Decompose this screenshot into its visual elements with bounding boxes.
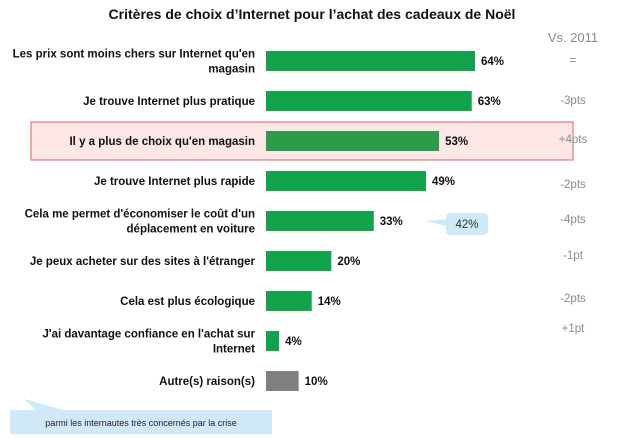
comparison-value: -2pts <box>560 293 586 305</box>
value-label: 4% <box>285 336 302 348</box>
value-label: 53% <box>445 136 468 148</box>
value-label: 20% <box>337 256 360 268</box>
comparison-value: = <box>570 55 577 67</box>
legend-text: parmi les internautes très concernés par… <box>45 418 237 428</box>
value-label: 14% <box>318 296 341 308</box>
callout-value: 42% <box>455 219 478 231</box>
value-label: 33% <box>380 216 403 228</box>
legend-note: parmi les internautes très concernés par… <box>10 399 272 434</box>
bar <box>266 131 440 151</box>
category-label: Les prix sont moins chers sur Internet q… <box>13 49 255 61</box>
category-label: déplacement en voiture <box>127 224 255 236</box>
category-label: Je trouve Internet plus rapide <box>94 176 255 188</box>
category-label: Autre(s) raison(s) <box>159 376 255 388</box>
comparison-value: +4pts <box>559 134 588 146</box>
callout-bubble <box>446 213 488 235</box>
comparison-header: Vs. 2011 <box>548 30 598 45</box>
category-label: magasin <box>208 64 255 76</box>
comparison-value: +1pt <box>562 323 586 335</box>
bar <box>266 51 475 71</box>
value-label: 64% <box>481 56 504 68</box>
bar <box>266 211 374 231</box>
value-label: 49% <box>432 176 455 188</box>
chart-title: Critères de choix d’Internet pour l’acha… <box>109 6 516 22</box>
bar <box>266 171 427 191</box>
value-label: 10% <box>305 376 328 388</box>
category-label: Cela me permet d'économiser le coût d'un <box>25 209 255 221</box>
bar <box>266 251 332 271</box>
category-label: Je trouve Internet plus pratique <box>83 96 255 108</box>
bar-rows: Les prix sont moins chers sur Internet q… <box>13 49 588 391</box>
bar <box>266 371 299 391</box>
category-label: Il y a plus de choix qu'en magasin <box>69 136 255 148</box>
bar <box>266 331 280 351</box>
legend-box <box>10 410 272 434</box>
comparison-value: -1pt <box>563 250 584 262</box>
category-label: Internet <box>213 344 255 356</box>
category-label: J'ai davantage confiance en l'achat sur <box>42 329 255 341</box>
callout-tail <box>426 219 450 227</box>
comparison-value: -4pts <box>560 214 586 226</box>
value-label: 63% <box>478 96 501 108</box>
comparison-value: -2pts <box>560 179 586 191</box>
callout: 42% <box>426 213 488 235</box>
category-label: Je peux acheter sur des sites à l'étrang… <box>30 256 256 268</box>
comparison-value: -3pts <box>560 95 586 107</box>
bar <box>266 291 312 311</box>
category-label: Cela est plus écologique <box>120 296 255 308</box>
bar <box>266 91 472 111</box>
